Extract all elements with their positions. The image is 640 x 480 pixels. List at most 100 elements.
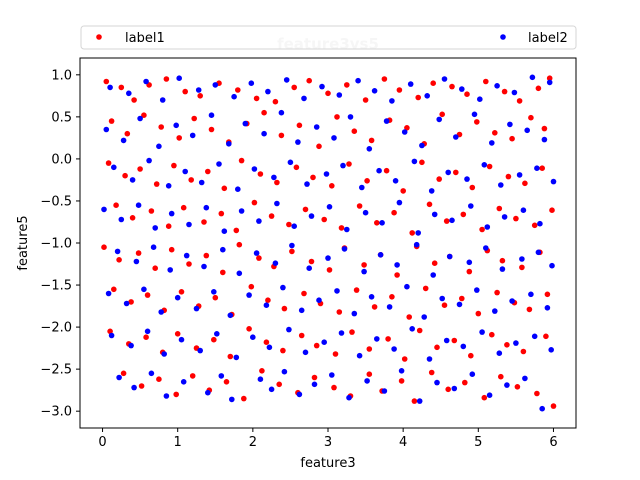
data-point-label2 [133,258,140,265]
data-point-label2 [346,394,352,401]
data-point-label2 [321,339,328,346]
data-point-label2 [377,252,384,258]
data-point-label2 [483,245,489,251]
data-point-label1 [464,91,470,97]
data-point-label1 [316,143,322,150]
y-axis-ticks: 1.0 0.5 0.0 −0.5 −1.0 −1.5 −2.0 −2.5 −3.0 [40,68,80,420]
data-point-label1 [131,97,137,103]
data-point-label1 [197,93,203,99]
data-point-label1 [259,368,265,374]
data-point-label1 [383,167,390,174]
x-tick-label: 5 [474,435,482,450]
data-point-label1 [289,248,295,255]
data-point-label2 [101,206,107,213]
data-point-label2 [361,268,367,275]
data-point-label1 [105,160,112,166]
data-point-label1 [298,332,305,339]
data-point-label2 [511,89,518,96]
data-point-label1 [281,305,288,312]
data-point-label2 [126,90,132,97]
data-point-label2 [158,309,164,315]
data-point-label1 [531,222,538,229]
data-point-label1 [261,109,267,116]
data-point-label2 [221,228,228,234]
data-point-label2 [436,116,443,123]
data-point-label1 [338,225,345,231]
data-point-label1 [108,118,115,124]
data-point-label1 [459,295,465,302]
x-axis-ticks: 0 1 2 3 4 5 6 [98,428,558,450]
data-point-label2 [449,217,455,224]
data-point-label2 [281,368,288,375]
data-point-label2 [501,214,508,220]
data-point-label2 [336,92,343,98]
data-point-label1 [268,213,275,219]
data-point-label1 [257,171,264,177]
data-point-label1 [223,379,230,385]
data-point-label2 [296,391,303,398]
data-point-label1 [475,310,482,317]
data-point-label2 [344,226,350,233]
data-point-label2 [271,174,277,181]
data-point-label2 [182,168,188,175]
data-point-label2 [107,84,113,91]
data-point-label1 [535,85,542,92]
data-point-label1 [148,208,155,214]
data-point-label1 [334,114,340,120]
data-point-label2 [421,314,428,320]
data-point-label2 [251,166,258,172]
data-point-label2 [341,246,348,252]
data-point-label1 [168,246,175,253]
data-point-label2 [474,287,480,293]
data-point-label1 [251,199,258,206]
data-point-label2 [509,298,515,304]
points-layer [101,74,557,412]
data-point-label1 [374,220,380,226]
data-point-label1 [296,122,303,129]
y-tick-label: −3.0 [40,405,72,420]
data-point-label2 [168,210,175,217]
y-tick-label: −1.0 [40,237,72,252]
data-point-label1 [120,370,127,377]
y-axis-label: feature5 [16,215,31,270]
x-axis-label: feature3 [300,456,355,471]
data-point-label1 [263,339,270,346]
data-point-label1 [103,78,110,85]
data-point-label1 [233,227,240,234]
data-point-label1 [336,309,343,315]
data-point-label1 [430,80,437,86]
data-point-label1 [426,201,433,208]
data-point-label1 [116,257,122,263]
data-point-label2 [549,262,555,269]
data-point-label1 [163,76,170,82]
data-point-label2 [441,76,448,82]
data-point-label2 [460,343,467,350]
series-label2 [101,74,557,412]
data-point-label2 [359,184,365,191]
series-label1 [101,75,557,409]
data-point-label2 [550,178,557,185]
data-point-label2 [183,252,190,259]
data-point-label2 [379,220,385,226]
data-point-label2 [235,186,241,192]
data-point-label2 [256,218,262,224]
data-point-label2 [544,305,551,311]
data-point-label1 [218,210,225,217]
data-point-label2 [103,126,110,133]
data-point-label1 [385,336,391,342]
data-point-label1 [462,379,468,386]
data-point-label2 [176,75,182,81]
data-point-label2 [278,109,285,116]
data-point-label1 [256,255,262,261]
data-point-label1 [389,294,395,300]
data-point-label1 [351,128,358,134]
data-point-label1 [546,75,553,81]
data-point-label2 [186,221,192,228]
data-point-label2 [445,169,452,176]
data-point-label1 [203,252,210,259]
data-point-label1 [276,381,283,388]
data-point-label2 [531,333,538,340]
data-point-label2 [189,132,196,139]
data-point-label2 [374,336,380,342]
data-point-label1 [186,261,192,267]
